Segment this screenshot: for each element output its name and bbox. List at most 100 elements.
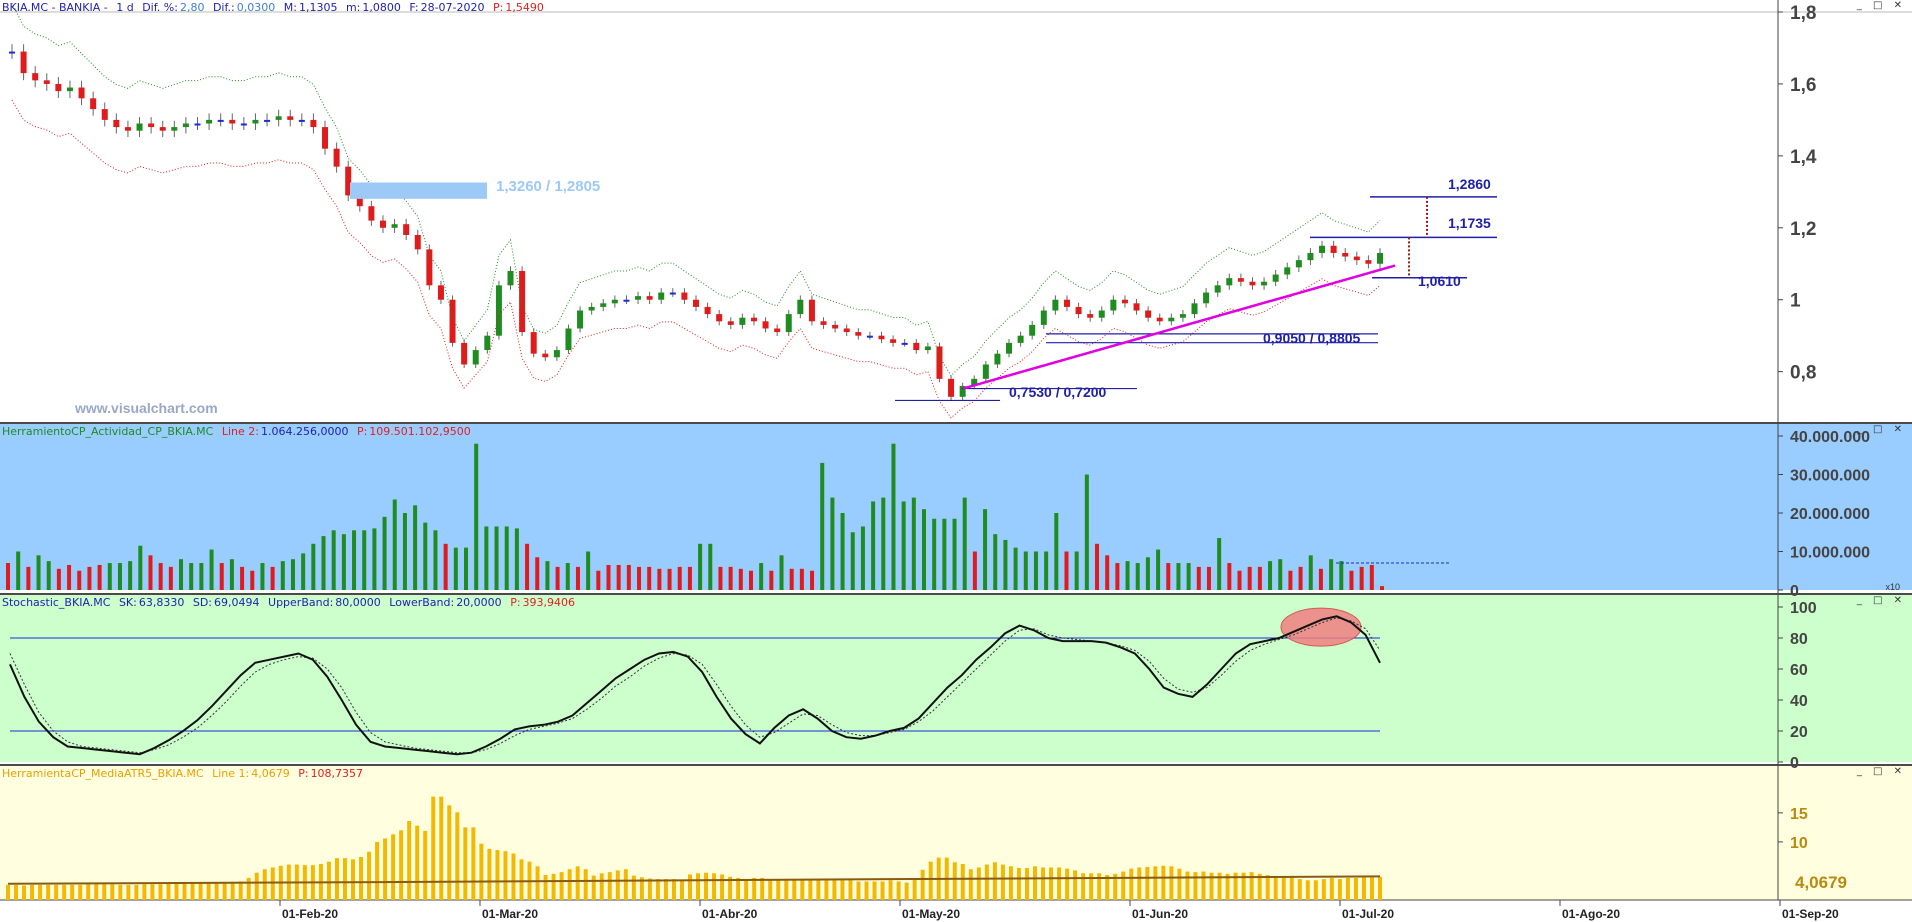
volume-bar: [1023, 551, 1028, 590]
atr-bar: [22, 885, 27, 900]
atr-bar: [663, 879, 668, 900]
candle-body: [182, 123, 189, 128]
volume-bar: [860, 526, 865, 590]
volume-bar: [1298, 566, 1303, 590]
upper-band-line: [11, 2, 1381, 377]
atr-bar: [1265, 875, 1270, 900]
candle-body: [484, 335, 491, 351]
volume-bar: [1044, 551, 1049, 590]
x-tick-label: 01-Jul-20: [1342, 907, 1394, 921]
volume-bar: [850, 532, 855, 590]
sd-caption: SD:: [192, 596, 213, 609]
candle-body: [1342, 252, 1349, 257]
volume-bar: [830, 497, 835, 590]
atr-bar: [375, 841, 380, 900]
atr-bar: [752, 877, 757, 900]
atr-bar: [142, 884, 147, 900]
volume-bar: [1176, 563, 1181, 590]
atr-bar: [872, 881, 877, 900]
volume-bar: [301, 553, 306, 590]
volume-bar: [1380, 586, 1384, 590]
atr-bar: [1137, 867, 1142, 900]
candle-body: [90, 98, 97, 110]
atr-pane-window-buttons[interactable]: _ □ ✕: [1856, 766, 1906, 777]
volume-bar: [1318, 568, 1323, 590]
x-tick-label: 01-May-20: [902, 907, 960, 921]
volume-bar: [820, 462, 825, 590]
atr-bar: [984, 864, 989, 900]
volume-bar: [280, 561, 285, 590]
atr-bar: [30, 884, 35, 900]
atr-bar: [631, 875, 636, 900]
atr-bar: [1273, 876, 1278, 900]
atr-bar: [543, 875, 548, 900]
volume-bar: [189, 563, 194, 590]
atr-bar: [1041, 867, 1046, 900]
candle-body: [101, 109, 108, 120]
volume-bar: [219, 563, 224, 590]
candle-body: [924, 346, 931, 351]
dif-caption: Dif.:: [212, 1, 235, 14]
atr-bar: [671, 879, 676, 900]
atr-bar: [102, 884, 107, 900]
candle-body: [1179, 314, 1186, 318]
atr-bar: [238, 881, 243, 900]
candle-body: [287, 116, 294, 120]
candle-body: [750, 317, 757, 322]
price-p-value: 1,5490: [505, 1, 544, 14]
atr-bar: [270, 867, 275, 900]
volume-pane-window-buttons[interactable]: _ □ ✕: [1856, 424, 1906, 435]
volume-bar: [240, 566, 245, 590]
volume-bar: [1206, 566, 1211, 590]
atr-bar: [399, 830, 404, 900]
atr-bar: [1201, 871, 1206, 900]
candle-body: [1377, 252, 1383, 264]
volume-bar: [1308, 555, 1313, 590]
candle-body: [577, 310, 584, 329]
atr-bar: [920, 869, 925, 900]
volume-bar: [443, 543, 448, 590]
atr-bar: [70, 884, 75, 900]
atr-bar: [1209, 872, 1214, 900]
resistance-zone-box: [350, 182, 487, 199]
candle-body: [1330, 245, 1337, 253]
atr-bar: [1321, 879, 1326, 900]
candle-body: [32, 73, 39, 81]
volume-bar: [708, 543, 713, 590]
volume-bar: [1227, 563, 1232, 590]
candle-body: [832, 324, 839, 329]
volume-bar: [1064, 551, 1069, 590]
volume-bar: [932, 518, 937, 590]
atr-bar: [679, 880, 684, 900]
atr-bar: [808, 880, 813, 900]
volume-bar: [1186, 563, 1191, 590]
price-pane-window-buttons[interactable]: _ □ ✕: [1856, 0, 1906, 11]
atr-bar: [1081, 873, 1086, 900]
atr-bar: [1161, 865, 1166, 900]
min-value: 1,0800: [362, 1, 401, 14]
volume-p-value: 109.501.102,9500: [369, 425, 471, 438]
atr-bar: [150, 884, 155, 900]
candle-body: [252, 119, 259, 124]
level-label-3: 1,0610: [1418, 273, 1461, 289]
volume-bar: [97, 564, 102, 590]
atr-bar: [407, 820, 412, 900]
volume-bar: [728, 566, 733, 590]
candle-body: [78, 87, 85, 99]
volume-bar: [402, 513, 407, 590]
stochastic-p-value: 393,9406: [522, 596, 576, 609]
min-caption: m:: [345, 1, 361, 14]
candle-body: [333, 148, 340, 167]
candle-body: [124, 127, 131, 131]
stochastic-pane-window-buttons[interactable]: _ □ ✕: [1856, 595, 1906, 606]
candle-body: [368, 206, 375, 221]
volume-bar: [1013, 547, 1018, 590]
support-label-1: 0,9050 / 0,8805: [1263, 330, 1361, 346]
candle-body: [1226, 278, 1233, 286]
candle-body: [264, 119, 271, 122]
candle-body: [913, 342, 920, 351]
atr-bar: [1153, 866, 1158, 900]
symbol-label: BKIA.MC - BANKIA -: [2, 1, 108, 14]
volume-bar: [158, 563, 163, 590]
